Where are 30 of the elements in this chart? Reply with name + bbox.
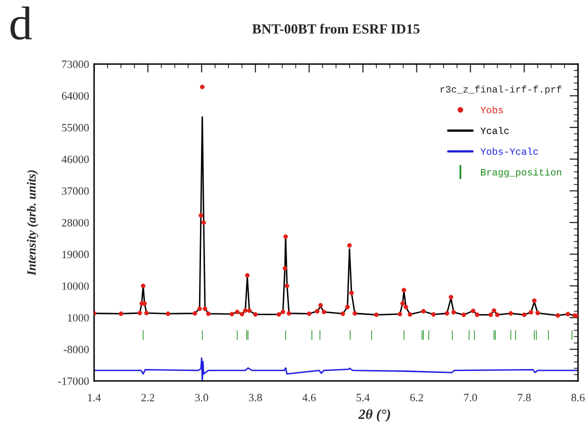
- y-tick-label: 10000: [62, 282, 89, 290]
- y-tick-label: 19000: [62, 250, 89, 258]
- x-tick-label: 2.2: [141, 394, 154, 402]
- y-tick-label: 73000: [62, 60, 89, 68]
- x-tick-label: 1.4: [88, 394, 101, 402]
- legend-label: Yobs-Ycalc: [480, 148, 538, 155]
- y-tick-label: -17000: [58, 377, 89, 385]
- y-tick-label: 37000: [62, 187, 89, 195]
- x-tick-label: 7.8: [518, 394, 531, 402]
- x-tick-label: 3.8: [248, 394, 262, 402]
- x-tick-label: 4.6: [302, 394, 316, 402]
- y-tick-label: 64000: [62, 92, 89, 100]
- legend-label: Yobs: [480, 106, 503, 114]
- text: d: [10, 6, 32, 40]
- x-tick-label: 3.0: [195, 394, 208, 402]
- legend-title: r3c_z_final-irf-f.prf: [440, 85, 562, 95]
- x-tick-label: 8.6: [571, 394, 585, 402]
- y-tick-label: 28000: [62, 218, 89, 226]
- y-tick-label: 1000: [68, 314, 89, 322]
- x-tick-label: 7.0: [464, 394, 477, 402]
- y-tick-label: 46000: [62, 156, 89, 164]
- y-tick-label: -8000: [64, 346, 89, 354]
- y-axis-title: Intensity (arb. units): [26, 170, 38, 276]
- legend-label: Bragg_position: [481, 168, 562, 178]
- legend-label: Ycalc: [480, 126, 509, 134]
- chart-title: BNT-00BT from ESRF ID15: [252, 24, 420, 34]
- x-tick-label: 5.4: [356, 394, 370, 402]
- x-axis-title: 2θ (°): [358, 409, 390, 422]
- x-tick-label: 6.2: [410, 394, 424, 402]
- y-tick-label: 55000: [62, 124, 89, 132]
